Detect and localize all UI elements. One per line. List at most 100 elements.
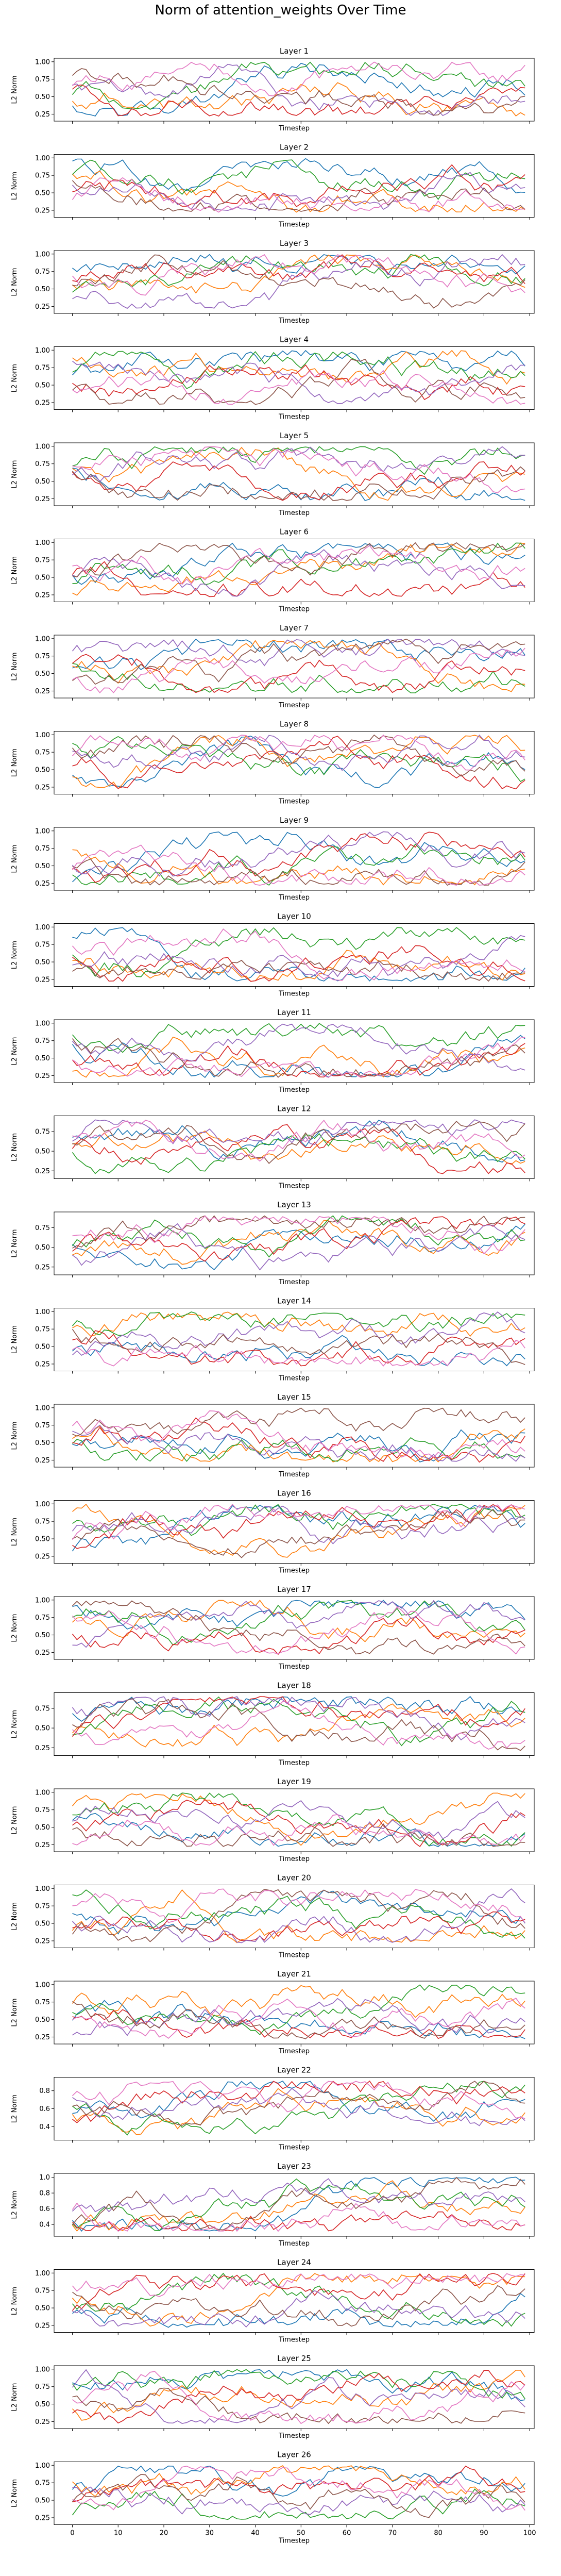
series-line-3 — [72, 1696, 525, 1747]
series-line-6 — [72, 254, 525, 309]
panel-layer-14: Layer 14 0.25 0.50 0.75 1.00 Timestep L2 Norm — [11, 1297, 535, 1383]
series-line-1 — [72, 2292, 525, 2328]
y-tick-label: 0.75 — [35, 2480, 50, 2487]
series-line-5 — [72, 2088, 525, 2126]
series-line-7 — [72, 1340, 525, 1367]
series-line-4 — [72, 561, 525, 597]
y-tick-label: 1.00 — [35, 443, 50, 451]
y-tick-label: 0.6 — [39, 2105, 50, 2113]
y-axis-label: L2 Norm — [11, 364, 19, 392]
y-tick-label: 0.25 — [35, 1457, 50, 1465]
series-line-6 — [72, 2387, 525, 2424]
y-tick-label: 0.50 — [35, 767, 50, 774]
x-axis-label: Timestep — [278, 1086, 310, 1094]
series-line-5 — [72, 2486, 525, 2515]
y-tick-label: 0.50 — [35, 670, 50, 678]
y-tick-label: 0.25 — [35, 688, 50, 695]
series-line-6 — [72, 1698, 525, 1751]
y-tick-label: 1.00 — [35, 827, 50, 835]
y-tick-label: 0.50 — [35, 1148, 50, 1156]
panel-layer-13: Layer 13 0.25 0.50 0.75 Timestep L2 Norm — [11, 1200, 535, 1286]
y-tick-label: 1.00 — [35, 1020, 50, 1027]
y-tick-label: 0.50 — [35, 2401, 50, 2408]
axes-frame — [54, 2269, 535, 2333]
series-line-6 — [72, 68, 525, 116]
axes-frame — [54, 154, 535, 218]
series-line-7 — [72, 1410, 525, 1458]
series-line-1 — [72, 638, 525, 671]
series-line-1 — [72, 1035, 525, 1078]
y-tick-label: 0.75 — [35, 1518, 50, 1526]
panel-title: Layer 11 — [277, 1008, 311, 1017]
y-tick-label: 0.75 — [35, 2287, 50, 2295]
y-axis-label: L2 Norm — [11, 75, 19, 104]
series-line-2 — [72, 2465, 525, 2497]
x-axis-label: Timestep — [278, 221, 310, 229]
y-tick-label: 0.50 — [35, 382, 50, 390]
y-tick-label: 0.25 — [35, 1937, 50, 1945]
series-line-6 — [72, 2001, 525, 2039]
y-tick-label: 1.00 — [35, 1501, 50, 1508]
panel-title: Layer 16 — [277, 1489, 311, 1498]
y-tick-label: 0.75 — [35, 1614, 50, 1622]
y-tick-label: 0.50 — [35, 1244, 50, 1252]
y-tick-label: 1.00 — [35, 1597, 50, 1604]
series-line-3 — [72, 1600, 525, 1646]
panel-title: Layer 2 — [280, 143, 309, 152]
panels-container: Layer 1 0.25 0.50 0.75 1.00 Timestep L2 Norm La… — [11, 46, 536, 2545]
y-tick-label: 0.75 — [35, 1705, 50, 1713]
series-line-6 — [72, 638, 525, 685]
panel-layer-7: Layer 7 0.25 0.50 0.75 1.00 Timestep L2 Norm — [11, 623, 535, 709]
y-tick-label: 0.25 — [35, 495, 50, 503]
y-tick-label: 0.25 — [35, 2514, 50, 2522]
series-line-4 — [72, 1043, 525, 1078]
series-line-7 — [72, 647, 525, 694]
y-tick-label: 0.75 — [35, 1128, 50, 1136]
panel-title: Layer 8 — [280, 720, 309, 729]
y-tick-label: 0.75 — [35, 268, 50, 276]
series-line-3 — [72, 2272, 525, 2327]
panel-title: Layer 12 — [277, 1104, 311, 1114]
series-line-1 — [72, 468, 525, 502]
y-tick-label: 1.00 — [35, 2366, 50, 2373]
y-axis-label: L2 Norm — [11, 268, 19, 296]
y-tick-label: 0.25 — [35, 207, 50, 214]
panel-title: Layer 22 — [277, 2066, 311, 2075]
series-line-7 — [72, 928, 525, 981]
series-line-1 — [72, 1504, 525, 1552]
series-line-5 — [72, 254, 525, 309]
series-line-6 — [72, 1121, 525, 1164]
x-axis-label: Timestep — [278, 1952, 310, 1959]
series-line-1 — [72, 831, 525, 883]
x-axis-label: Timestep — [278, 2336, 310, 2344]
series-line-5 — [72, 1119, 525, 1145]
series-line-4 — [72, 832, 525, 883]
series-line-2 — [72, 1985, 525, 2018]
series-line-7 — [72, 1998, 525, 2039]
series-line-1 — [72, 2081, 525, 2122]
panel-title: Layer 18 — [277, 1681, 311, 1690]
panel-title: Layer 1 — [280, 46, 309, 56]
x-axis-label: Timestep — [278, 1278, 310, 1286]
series-line-7 — [72, 61, 525, 96]
panel-layer-5: Layer 5 0.25 0.50 0.75 1.00 Timestep L2 Norm — [11, 431, 535, 517]
y-tick-label: 0.50 — [35, 1055, 50, 1062]
series-line-7 — [72, 734, 525, 771]
series-line-5 — [72, 831, 525, 877]
series-line-7 — [72, 1503, 525, 1540]
x-axis-label: Timestep — [278, 798, 310, 806]
series-line-2 — [72, 1792, 525, 1846]
x-axis-label: Timestep — [278, 2537, 310, 2545]
x-axis-label: Timestep — [278, 1567, 310, 1575]
series-line-6 — [72, 180, 525, 212]
axes-frame — [54, 1404, 535, 1468]
series-line-3 — [72, 1023, 525, 1053]
y-tick-label: 0.25 — [35, 1744, 50, 1752]
x-axis-label: Timestep — [278, 1759, 310, 1767]
series-line-3 — [72, 542, 525, 586]
series-line-4 — [72, 461, 525, 501]
y-axis-label: L2 Norm — [11, 2479, 19, 2507]
y-tick-label: 1.00 — [35, 732, 50, 739]
series-line-5 — [72, 172, 525, 211]
series-line-4 — [72, 2210, 525, 2232]
